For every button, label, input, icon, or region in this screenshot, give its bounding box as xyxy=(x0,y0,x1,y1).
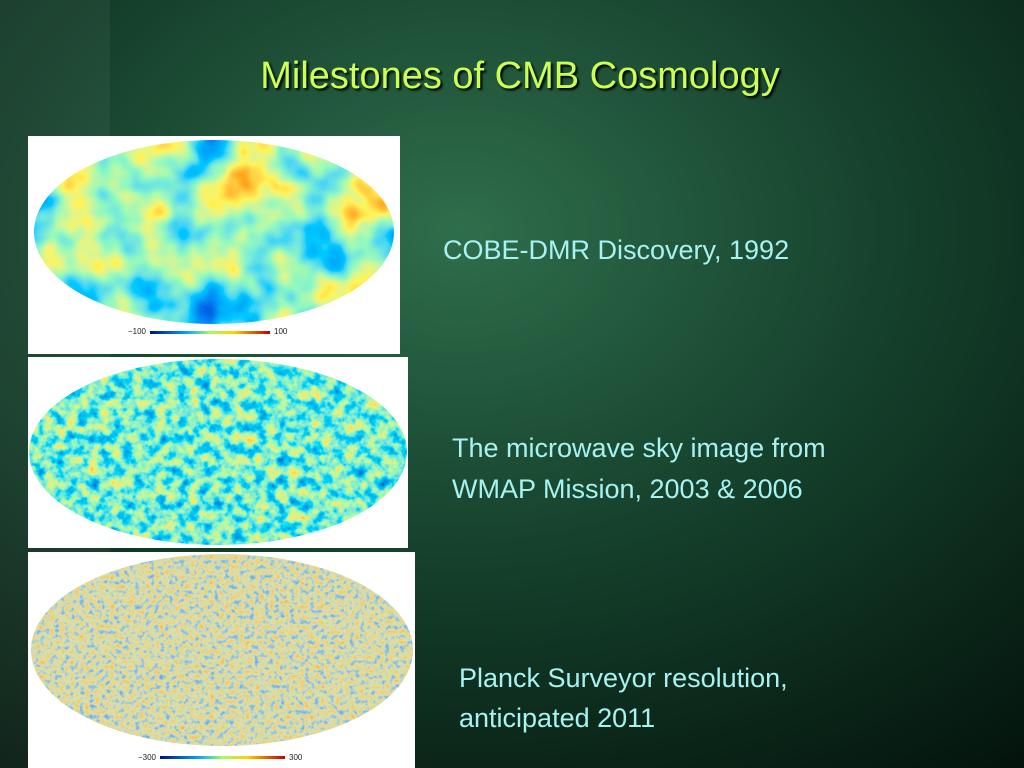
wmap-map xyxy=(28,357,408,548)
caption: WMAP Mission, 2003 & 2006 xyxy=(452,474,803,504)
planck-map: −300 300 xyxy=(28,552,415,768)
slide-title: Milestones of CMB Cosmology xyxy=(260,55,780,97)
caption: anticipated 2011 xyxy=(459,703,655,733)
scale-label: −100 xyxy=(128,327,147,336)
scale-label: −300 xyxy=(138,753,157,762)
scale-label: 300 xyxy=(289,753,303,762)
caption: Planck Surveyor resolution, xyxy=(459,663,788,693)
caption: COBE-DMR Discovery, 1992 xyxy=(443,235,789,265)
cobe-map: −100 100 xyxy=(28,136,400,354)
scale-label: 100 xyxy=(274,327,288,336)
caption: The microwave sky image from xyxy=(452,433,826,463)
